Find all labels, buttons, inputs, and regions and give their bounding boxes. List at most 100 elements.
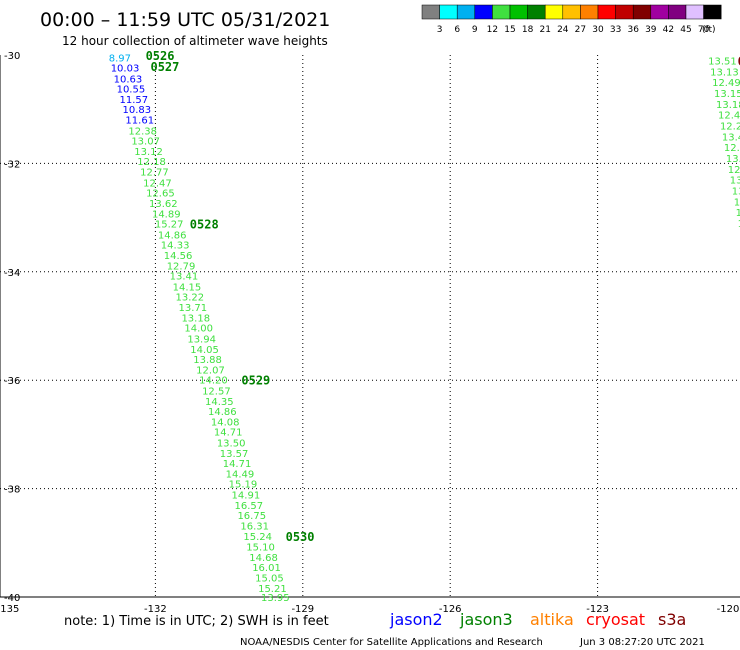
latitude-tick-label: -32 [4, 159, 20, 170]
wave-height-reading: 10.63 [114, 74, 143, 85]
wave-height-reading: 13.18 [716, 100, 740, 111]
wave-height-reading: 13.51 [708, 56, 737, 67]
mission-label-jason2: jason2 [389, 610, 443, 629]
mission-label-cryosat: cryosat [586, 610, 645, 629]
color-scale-label: 45 [680, 25, 691, 35]
wave-height-reading: 16.57 [235, 501, 264, 512]
color-scale-label: 21 [539, 25, 550, 35]
map-plot-area: -135 -132 -129 -126 -123 -120 -30 -32 -34 -36 -38 -… [0, 49, 740, 615]
wave-height-reading: 13.80 [732, 187, 740, 198]
wave-height-reading: 13.62 [149, 199, 178, 210]
wave-height-reading: 14.04 [736, 208, 740, 219]
color-scale-label: 24 [557, 25, 569, 35]
color-swatch [650, 4, 669, 20]
color-scale-label: 15 [504, 25, 515, 35]
wave-height-reading: 12.81 [724, 143, 740, 154]
pass-time-label: 0529 [241, 374, 270, 388]
latitude-tick-label: -38 [4, 485, 20, 496]
wave-height-reading: 14.89 [152, 209, 181, 220]
color-swatch [544, 4, 564, 20]
color-scale-label: 12 [487, 25, 498, 35]
altimeter-track: 13.5113.1312.4913.1513.1812.4612.2713.47… [708, 54, 740, 240]
longitude-tick-label: -126 [439, 604, 462, 615]
color-swatch [632, 4, 652, 20]
wave-height-reading: 12.49 [712, 78, 740, 89]
pass-time-label: 0526 [146, 49, 175, 63]
color-swatch [562, 4, 581, 20]
wave-height-reading: 14.86 [158, 230, 187, 241]
altimeter-tracks: 8.9710.0310.6310.5511.5710.8311.6112.381… [109, 49, 740, 604]
wave-height-reading: 10.03 [111, 63, 140, 74]
wave-height-reading: 15.05 [255, 573, 284, 584]
wave-height-reading: 16.31 [240, 521, 269, 532]
wave-height-reading: 14.86 [208, 407, 237, 418]
wave-height-reading: 15.10 [246, 543, 275, 554]
longitude-tick-label: -120 [717, 604, 740, 615]
color-scale-label: 70 [698, 25, 710, 35]
wave-height-reading: 13.95 [261, 593, 290, 604]
color-scale-label: 18 [522, 25, 534, 35]
wave-height-reading: 13.12 [134, 147, 163, 158]
wave-height-reading: 14.33 [161, 241, 190, 252]
wave-height-reading: 12.77 [140, 168, 169, 179]
color-scale-label: 30 [592, 25, 604, 35]
wave-height-reading: 13.10 [734, 197, 740, 208]
wave-height-reading: 13.94 [187, 334, 216, 345]
wave-height-reading: 14.00 [184, 324, 213, 335]
wave-height-reading: 12.79 [738, 219, 740, 230]
wave-height-reading: 12.46 [718, 111, 740, 122]
wave-height-reading: 14.08 [211, 417, 240, 428]
mission-label-altika: altika [530, 610, 574, 629]
color-swatch [703, 4, 722, 20]
wave-height-reading: 15.27 [155, 220, 184, 231]
wave-height-reading: 12.57 [202, 386, 231, 397]
wave-height-reading: 14.71 [214, 428, 243, 439]
color-scale-label: 36 [627, 25, 639, 35]
wave-height-reading: 13.19 [726, 154, 740, 165]
wave-height-reading: 8.97 [109, 54, 131, 65]
color-swatch [456, 4, 476, 20]
wave-height-reading: 10.55 [117, 85, 146, 96]
wave-height-reading: 15.19 [229, 480, 258, 491]
color-scale-label: 3 [437, 25, 443, 35]
color-scale-label: 33 [610, 25, 621, 35]
pass-time-label: 0528 [190, 218, 219, 232]
wave-height-reading: 12.65 [146, 189, 175, 200]
latitude-tick-label: -36 [4, 376, 20, 387]
wave-height-reading: 11.57 [120, 95, 149, 106]
mission-label-jason3: jason3 [459, 610, 513, 629]
color-scale-label: 39 [645, 25, 657, 35]
wave-height-reading: 16.01 [252, 563, 281, 574]
wave-height-reading: 13.15 [714, 89, 740, 100]
wave-height-reading: 13.63 [730, 176, 740, 187]
footer-note: note: 1) Time is in UTC; 2) SWH is in fe… [64, 614, 329, 629]
color-swatch [615, 4, 634, 20]
wave-height-reading: 15.24 [243, 532, 272, 543]
wave-height-reading: 12.07 [196, 365, 225, 376]
wave-height-reading: 12.27 [720, 121, 740, 132]
latitude-tick-label: -30 [4, 51, 20, 62]
color-swatch [421, 4, 440, 20]
color-scale-label: 6 [454, 25, 460, 35]
color-swatch [509, 4, 528, 20]
wave-height-reading: 12.94 [728, 165, 740, 176]
mission-label-s3a: s3a [658, 610, 686, 629]
wave-height-reading: 14.49 [226, 469, 255, 480]
altimeter-track: 8.9710.0310.6310.5511.5710.8311.6112.381… [109, 49, 315, 604]
wave-height-reading: 12.79 [167, 261, 196, 272]
pass-time-label: 0625 [738, 54, 740, 68]
longitude-tick-label: -123 [586, 604, 609, 615]
wave-height-reading: 13.71 [178, 303, 207, 314]
color-swatch [492, 4, 511, 20]
page-title: 00:00 – 11:59 UTC 05/31/2021 [40, 9, 330, 31]
wave-height-reading: 10.83 [122, 105, 151, 116]
footer-timestamp: Jun 3 08:27:20 UTC 2021 [579, 637, 705, 648]
wave-height-reading: 14.91 [232, 491, 261, 502]
wave-height-reading: 12.47 [143, 178, 172, 189]
wave-height-reading: 12.38 [128, 126, 157, 137]
pass-time-label: 0527 [150, 60, 179, 74]
wave-height-reading: 13.07 [131, 137, 160, 148]
wave-height-reading: 14.15 [173, 282, 202, 293]
wave-height-reading: 15.21 [258, 584, 287, 595]
